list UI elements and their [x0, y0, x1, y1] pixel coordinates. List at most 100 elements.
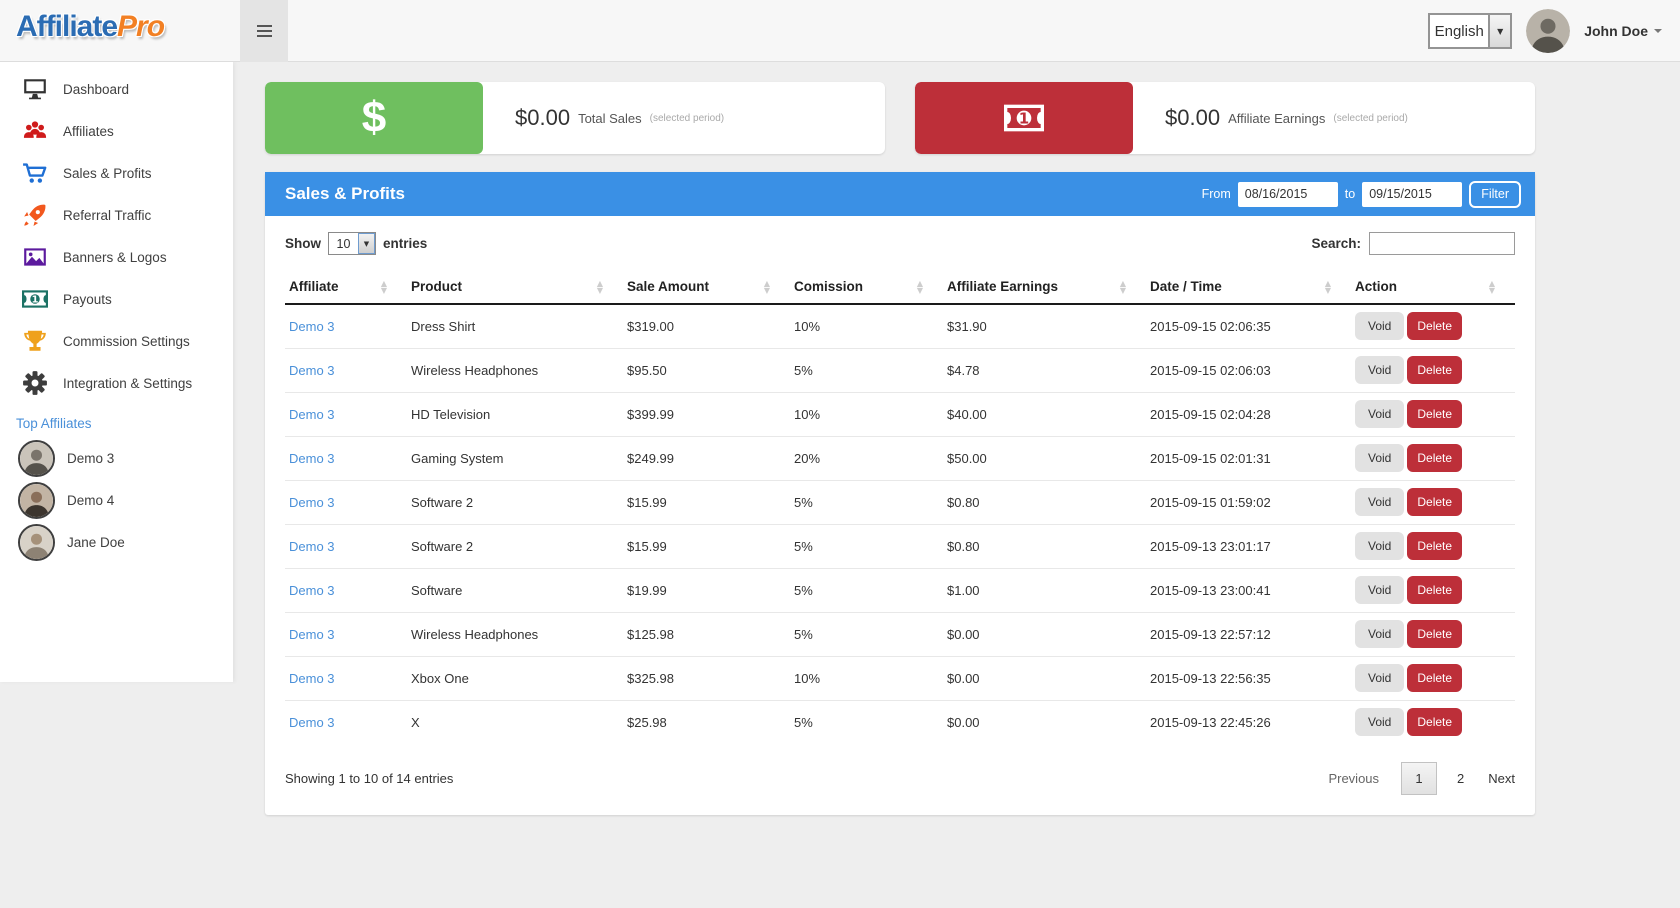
- delete-button[interactable]: Delete: [1407, 444, 1463, 472]
- datetime-cell: 2015-09-13 23:00:41: [1146, 567, 1351, 612]
- table-row: Demo 3 HD Television $399.99 10% $40.00 …: [285, 391, 1515, 436]
- affiliate-link[interactable]: Demo 3: [289, 670, 335, 686]
- sidebar-item-label: Sales & Profits: [63, 165, 152, 181]
- sale-amount-cell: $95.50: [623, 347, 790, 392]
- language-select[interactable]: English ▼: [1428, 13, 1513, 49]
- sidebar-item-integration-settings[interactable]: Integration & Settings: [0, 362, 233, 404]
- affiliate-link[interactable]: Demo 3: [289, 450, 335, 466]
- affiliate-link[interactable]: Demo 3: [289, 626, 335, 642]
- product-cell: Xbox One: [407, 655, 623, 700]
- search-label: Search:: [1311, 236, 1361, 251]
- sidebar-toggle-button[interactable]: [240, 0, 288, 62]
- sidebar-item-sales-profits[interactable]: Sales & Profits: [0, 152, 233, 194]
- user-avatar[interactable]: [1526, 9, 1571, 53]
- sidebar-item-commission-settings[interactable]: Commission Settings: [0, 320, 233, 362]
- product-cell: X: [407, 699, 623, 744]
- to-date-input[interactable]: [1362, 181, 1463, 207]
- top-affiliate-jane-doe[interactable]: Jane Doe: [0, 521, 233, 563]
- product-cell: Gaming System: [407, 435, 623, 480]
- delete-button[interactable]: Delete: [1407, 356, 1463, 384]
- affiliate-link[interactable]: Demo 3: [289, 494, 335, 510]
- sidebar-item-banners-logos[interactable]: Banners & Logos: [0, 236, 233, 278]
- sale-amount-cell: $19.99: [623, 567, 790, 612]
- top-affiliate-name: Demo 3: [67, 450, 115, 466]
- void-button[interactable]: Void: [1355, 620, 1405, 648]
- sale-amount-cell: $125.98: [623, 611, 790, 656]
- affiliate-link[interactable]: Demo 3: [289, 362, 335, 378]
- commission-cell: 5%: [790, 347, 943, 392]
- column-header-comission[interactable]: Comission ▲ ▼: [790, 271, 943, 305]
- sidebar: Dashboard Affiliates Sales & Profits Ref…: [0, 62, 233, 682]
- delete-button[interactable]: Delete: [1407, 708, 1463, 737]
- commission-cell: 10%: [794, 318, 821, 334]
- pagination-next[interactable]: Next: [1488, 771, 1515, 786]
- to-label: to: [1344, 187, 1356, 201]
- sidebar-item-referral-traffic[interactable]: Referral Traffic: [0, 194, 233, 236]
- affiliate-link[interactable]: Demo 3: [289, 582, 335, 598]
- affiliate-link[interactable]: Demo 3: [289, 714, 335, 730]
- total-sales-value: $0.00: [515, 105, 571, 130]
- avatar: [18, 439, 55, 477]
- column-header-affiliate[interactable]: Affiliate ▲ ▼: [285, 271, 407, 305]
- column-header-affiliate-earnings[interactable]: Affiliate Earnings ▲ ▼: [943, 271, 1146, 305]
- delete-button[interactable]: Delete: [1407, 400, 1463, 428]
- delete-button[interactable]: Delete: [1407, 620, 1463, 648]
- void-button[interactable]: Void: [1355, 312, 1405, 341]
- from-date-input[interactable]: [1237, 181, 1338, 207]
- page-length-select[interactable]: 10 ▼: [328, 232, 376, 255]
- sidebar-item-affiliates[interactable]: Affiliates: [0, 110, 233, 152]
- void-button[interactable]: Void: [1355, 356, 1405, 384]
- delete-button[interactable]: Delete: [1407, 576, 1463, 604]
- topbar-right: English ▼ John Doe: [1428, 0, 1662, 62]
- table-row: Demo 3 Dress Shirt $319.00 10% $31.90 20…: [285, 304, 1515, 348]
- top-affiliate-demo3[interactable]: Demo 3: [0, 437, 233, 479]
- void-button[interactable]: Void: [1355, 576, 1405, 604]
- void-button[interactable]: Void: [1355, 532, 1405, 560]
- delete-button[interactable]: Delete: [1407, 312, 1463, 341]
- pagination-page-2[interactable]: 2: [1457, 771, 1465, 786]
- search-input[interactable]: [1369, 232, 1515, 255]
- column-header-sale-amount[interactable]: Sale Amount ▲ ▼: [623, 271, 790, 305]
- void-button[interactable]: Void: [1355, 708, 1405, 737]
- sidebar-item-payouts[interactable]: 1 Payouts: [0, 278, 233, 320]
- delete-button[interactable]: Delete: [1407, 532, 1463, 560]
- table-row: Demo 3 Gaming System $249.99 20% $50.00 …: [285, 435, 1515, 480]
- void-button[interactable]: Void: [1355, 400, 1405, 428]
- sale-amount-cell: $15.99: [623, 523, 790, 568]
- column-header-date-time[interactable]: Date / Time ▲ ▼: [1146, 271, 1351, 305]
- column-header-product[interactable]: Product ▲ ▼: [407, 271, 623, 305]
- datetime-cell: 2015-09-15 01:59:02: [1146, 479, 1351, 524]
- table-row: Demo 3 X $25.98 5% $0.00 2015-09-13 22:4…: [285, 699, 1515, 744]
- user-menu[interactable]: John Doe: [1584, 23, 1662, 39]
- dollar-icon: $: [265, 82, 483, 154]
- void-button[interactable]: Void: [1355, 664, 1405, 692]
- datetime-cell: 2015-09-15 02:06:03: [1146, 347, 1351, 392]
- top-affiliate-demo4[interactable]: Demo 4: [0, 479, 233, 521]
- void-button[interactable]: Void: [1355, 444, 1405, 472]
- delete-button[interactable]: Delete: [1407, 664, 1463, 692]
- sales-table: Affiliate ▲ ▼ Product ▲ ▼ Sale Amount ▲ ▼ Comi…: [285, 271, 1515, 744]
- earnings-cell: $1.00: [943, 567, 1146, 612]
- datetime-cell: 2015-09-13 22:56:35: [1146, 655, 1351, 700]
- void-button[interactable]: Void: [1355, 488, 1405, 516]
- table-row: Demo 3 Software 2 $15.99 5% $0.80 2015-0…: [285, 479, 1515, 524]
- top-affiliate-name: Jane Doe: [67, 534, 125, 550]
- sale-amount-cell: $25.98: [623, 699, 790, 744]
- commission-cell: 5%: [790, 523, 943, 568]
- sidebar-item-label: Integration & Settings: [63, 375, 193, 391]
- svg-text:1: 1: [1019, 109, 1029, 127]
- sidebar-item-dashboard[interactable]: Dashboard: [0, 68, 233, 110]
- column-header-action[interactable]: Action ▲ ▼: [1351, 271, 1515, 305]
- affiliate-link[interactable]: Demo 3: [289, 538, 335, 554]
- filter-button[interactable]: Filter: [1469, 180, 1521, 208]
- affiliate-link[interactable]: Demo 3: [289, 406, 335, 422]
- brand-primary: Affiliate: [16, 10, 118, 43]
- affiliate-link[interactable]: Demo 3: [289, 318, 335, 334]
- money-bill-icon: 1: [20, 286, 50, 312]
- pagination-previous[interactable]: Previous: [1328, 771, 1380, 786]
- delete-button[interactable]: Delete: [1407, 488, 1463, 516]
- app-logo: AffiliatePro: [16, 10, 165, 44]
- pagination-page-1[interactable]: 1: [1401, 762, 1438, 795]
- commission-cell: 10%: [790, 655, 943, 700]
- earnings-cell: $0.00: [943, 611, 1146, 656]
